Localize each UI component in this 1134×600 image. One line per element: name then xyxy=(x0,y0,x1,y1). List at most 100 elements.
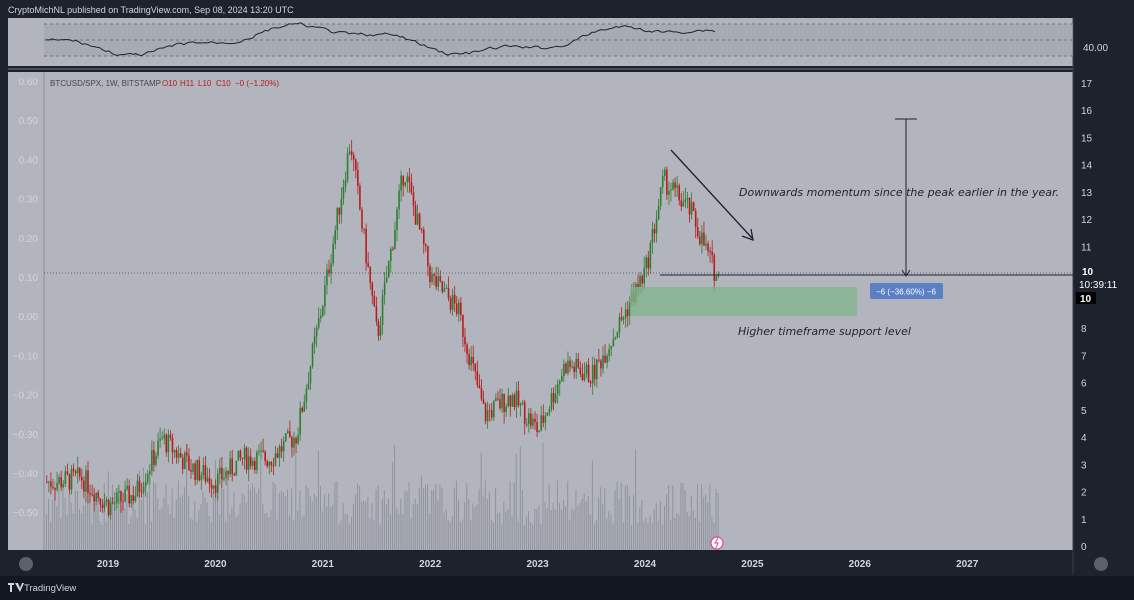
volume-bar xyxy=(278,492,280,550)
left-scroll-button[interactable] xyxy=(19,557,33,571)
volume-bar xyxy=(540,524,542,550)
countdown-badge xyxy=(1075,277,1127,291)
volume-bar xyxy=(289,515,291,550)
candle-body xyxy=(433,274,435,277)
volume-bar xyxy=(519,446,521,550)
candle-body xyxy=(709,251,711,253)
candle-body xyxy=(416,213,419,225)
right-axis-tick: 6 xyxy=(1081,379,1087,390)
rsi-line xyxy=(45,22,716,56)
volume-bar xyxy=(600,487,602,550)
candle-body xyxy=(284,433,287,442)
volume-bar xyxy=(466,483,468,550)
symbol-line: BTCUSD/SPX, 1W, BITSTAMP xyxy=(50,79,161,88)
volume-bar xyxy=(326,506,328,550)
right-axis-tick: 16 xyxy=(1081,106,1093,117)
candle-body xyxy=(227,471,229,475)
right-scroll-button[interactable] xyxy=(1094,557,1108,571)
candle-body xyxy=(113,502,116,504)
left-axis-tick: −0.30 xyxy=(13,430,39,441)
candle-body xyxy=(703,232,705,246)
candle-body xyxy=(78,467,81,477)
volume-bar xyxy=(381,499,383,550)
volume-bar xyxy=(464,502,466,550)
volume-bar xyxy=(608,511,610,550)
volume-bar xyxy=(460,521,462,550)
volume-bar xyxy=(60,518,62,550)
volume-bar xyxy=(453,487,455,550)
x-axis-tick: 2019 xyxy=(97,559,120,570)
candle-body xyxy=(678,185,681,201)
candle-body xyxy=(177,453,180,458)
volume-bar xyxy=(715,488,717,550)
candle-body xyxy=(245,447,248,470)
candle-body xyxy=(480,387,483,400)
volume-bar xyxy=(355,494,356,550)
candle-body xyxy=(474,363,477,372)
volume-bar xyxy=(639,507,641,550)
volume-bar xyxy=(593,523,595,550)
volume-bar xyxy=(167,505,169,550)
volume-bar xyxy=(87,473,89,550)
volume-bar xyxy=(676,513,678,550)
candle-body xyxy=(484,403,487,422)
volume-bar xyxy=(517,521,519,550)
candle-body xyxy=(649,243,652,269)
candle-body xyxy=(219,467,221,474)
candle-body xyxy=(118,491,120,493)
volume-bar xyxy=(301,516,303,550)
candle-body xyxy=(332,243,334,264)
candle-body xyxy=(680,200,683,207)
volume-bar xyxy=(155,483,157,550)
left-axis-tick: 0.20 xyxy=(19,234,39,245)
candle-body xyxy=(58,477,60,483)
candle-body xyxy=(124,489,126,502)
candle-body xyxy=(151,449,153,472)
volume-bar xyxy=(130,516,132,550)
volume-bar xyxy=(210,521,212,550)
candle-body xyxy=(196,460,198,480)
candle-body xyxy=(322,306,324,316)
candle-body xyxy=(528,413,530,424)
volume-bar xyxy=(128,524,130,550)
volume-bar xyxy=(83,505,85,550)
volume-bar xyxy=(309,496,311,550)
candle-body xyxy=(565,363,567,374)
volume-bar xyxy=(422,488,424,550)
candle-body xyxy=(488,410,491,412)
right-axis-tick: 17 xyxy=(1081,79,1093,90)
volume-bar xyxy=(385,504,387,550)
volume-bar xyxy=(202,491,204,550)
volume-bar xyxy=(74,490,76,550)
support-zone[interactable] xyxy=(630,287,857,316)
candle-body xyxy=(336,207,339,231)
candle-body xyxy=(165,434,168,453)
candle-body xyxy=(521,402,524,404)
volume-bar xyxy=(427,484,429,550)
measure-badge[interactable] xyxy=(870,283,943,299)
volume-bar xyxy=(521,489,523,550)
candle-body xyxy=(606,355,608,363)
volume-bar xyxy=(472,503,474,550)
volume-bar xyxy=(441,487,443,550)
candle-body xyxy=(171,437,174,453)
volume-bar xyxy=(52,499,54,550)
volume-bar xyxy=(81,512,83,550)
annotation-support[interactable]: Higher timeframe support level xyxy=(738,325,911,338)
volume-bar xyxy=(208,515,210,550)
candle-body xyxy=(542,415,545,423)
candle-body xyxy=(398,190,400,210)
right-axis-tick: 0 xyxy=(1081,542,1087,553)
volume-bar xyxy=(554,509,556,550)
right-axis-tick: 15 xyxy=(1081,133,1093,144)
candle-body xyxy=(552,393,555,403)
candle-body xyxy=(707,243,709,252)
volume-bar xyxy=(513,482,515,550)
footer-brand[interactable]: TradingView xyxy=(24,583,76,594)
candle-body xyxy=(501,393,503,409)
volume-bar xyxy=(322,511,324,550)
trend-arrow[interactable] xyxy=(670,149,753,239)
volume-bar xyxy=(692,510,694,550)
annotation-momentum[interactable]: Downwards momentum since the peak earlie… xyxy=(739,186,1059,199)
